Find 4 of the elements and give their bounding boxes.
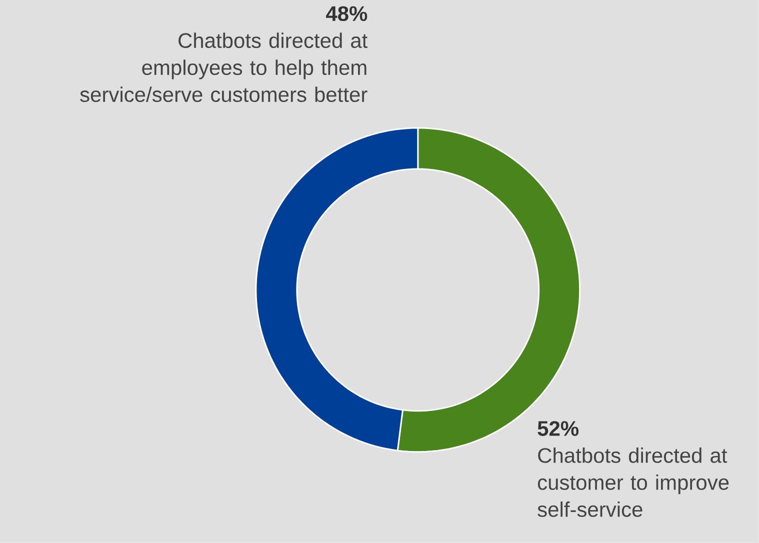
data-label: 52% (538, 421, 579, 436)
data-label: 48% (326, 6, 368, 22)
slice-label: Chatbots directed at employees to help them service/serve customers better (80, 32, 368, 102)
slice-label: Chatbots directed at customer to improve self-service (538, 448, 729, 517)
